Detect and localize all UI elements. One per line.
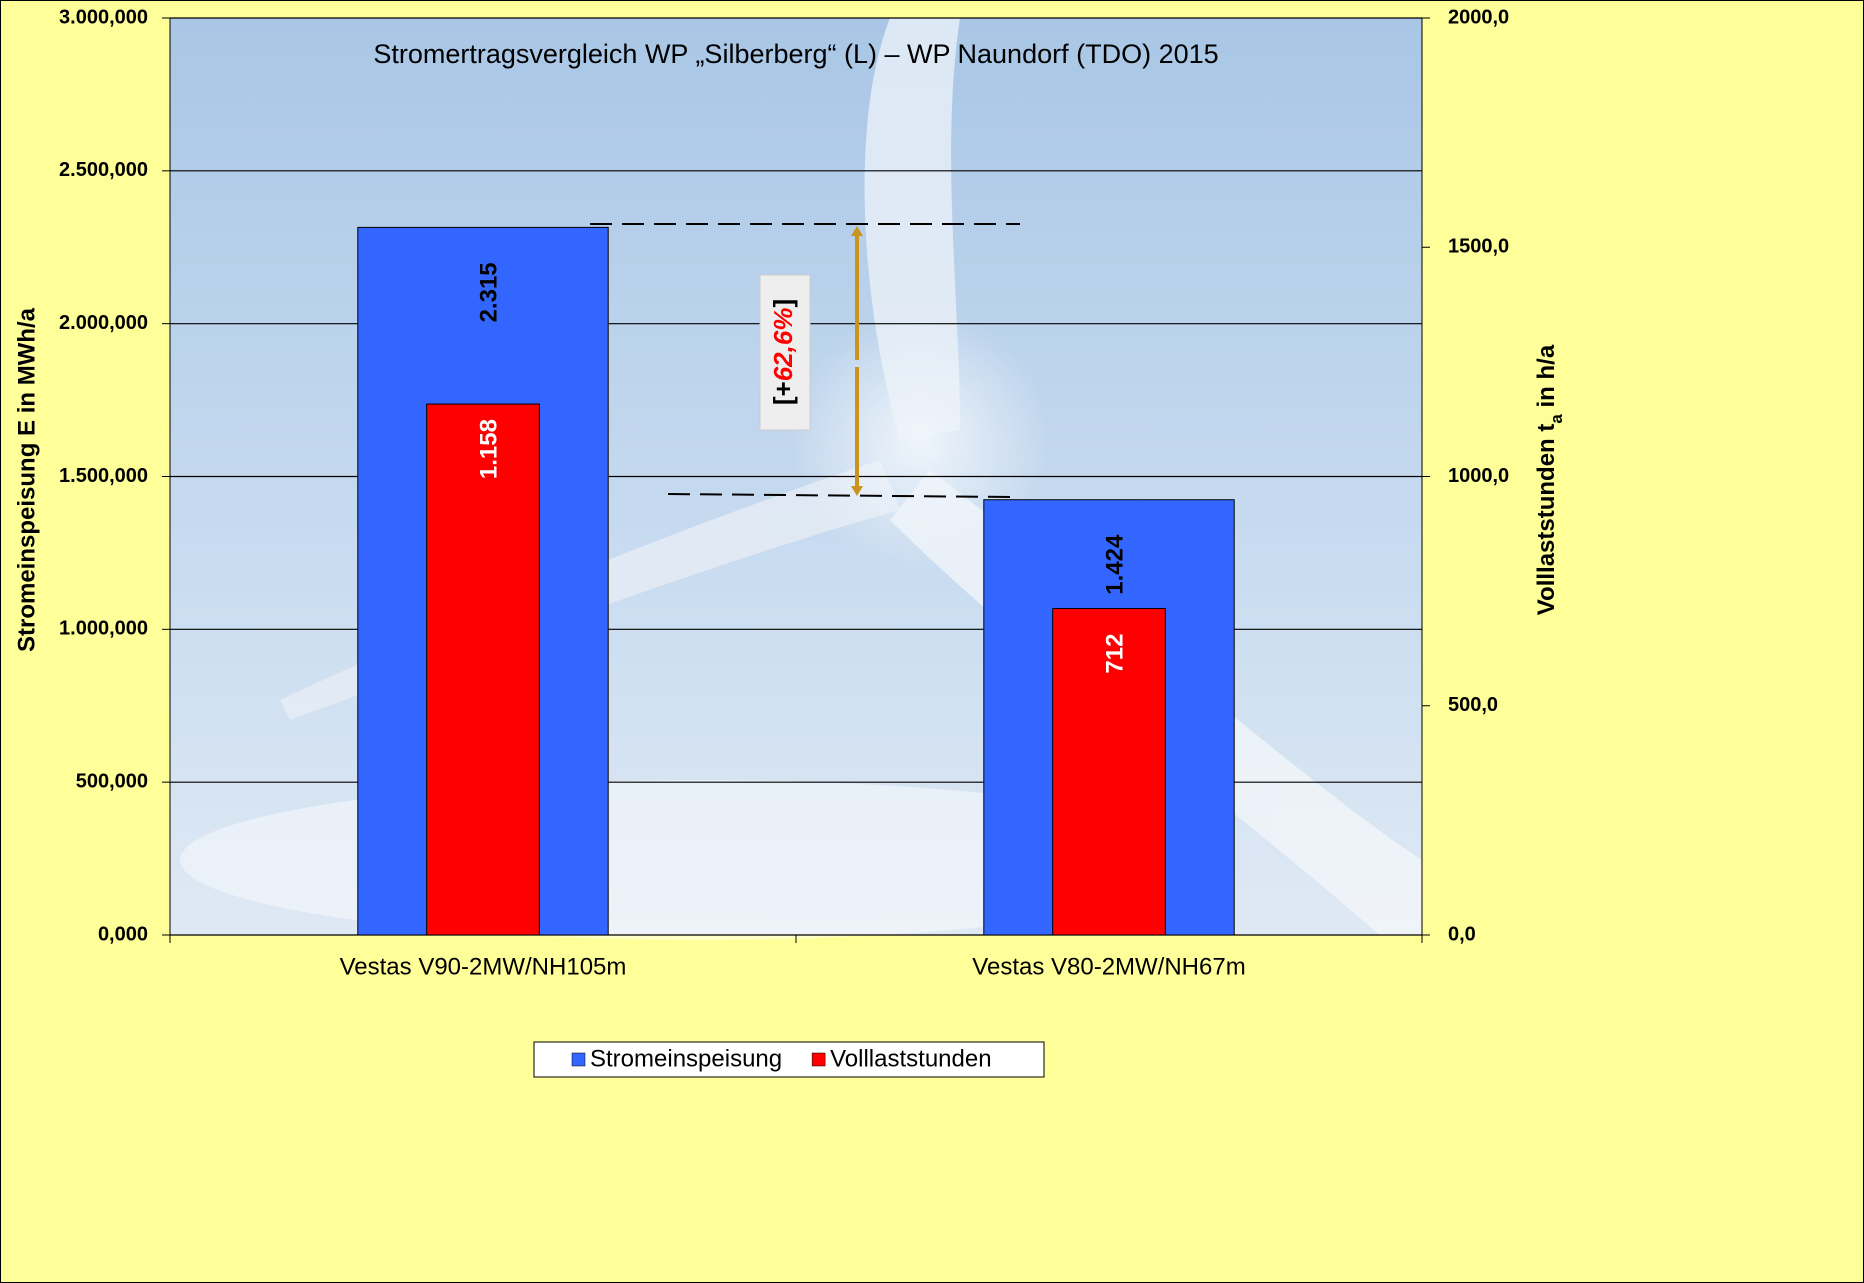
x-tick-label: Vestas V80-2MW/NH67m xyxy=(972,953,1245,980)
legend-label: Stromeinspeisung xyxy=(590,1045,782,1072)
y2-axis-title: Volllaststunden ta in h/a xyxy=(1533,344,1566,615)
legend: Stromeinspeisung Volllaststunden xyxy=(533,1041,1045,1078)
legend-swatch xyxy=(571,1052,586,1067)
y2-tick-label: 500,0 xyxy=(1448,694,1498,716)
y-tick-label: 1.500,000 xyxy=(59,465,148,487)
legend-swatch xyxy=(811,1052,826,1067)
y2-tick-label: 1000,0 xyxy=(1448,465,1509,487)
x-tick-label: Vestas V90-2MW/NH105m xyxy=(340,953,627,980)
y-tick-label: 0,000 xyxy=(98,923,148,945)
y2-axis-title-sub: a xyxy=(1547,414,1566,424)
annotation: [+62,6%] xyxy=(590,223,1020,498)
annotation-part: [+ xyxy=(768,381,798,405)
y-axis-title: Stromeinspeisung E in MWh/a xyxy=(13,307,40,652)
annotation-part: 62,6% xyxy=(768,308,798,382)
chart-title: Stromertragsvergleich WP „Silberberg“ (L… xyxy=(373,39,1218,69)
value-label: 2.315 xyxy=(475,262,502,322)
legend-box xyxy=(533,1041,1045,1078)
annotation-box xyxy=(759,274,811,431)
y-tick-label: 500,000 xyxy=(76,770,148,792)
y-tick-label: 2.500,000 xyxy=(59,159,148,181)
y-tick-label: 3.000,000 xyxy=(59,6,148,28)
annotation-part: ] xyxy=(768,299,798,308)
y2-tick-label: 0,0 xyxy=(1448,923,1476,945)
y-tick-label: 1.000,000 xyxy=(59,618,148,640)
legend-label: Volllaststunden xyxy=(830,1045,991,1072)
dashed-line xyxy=(667,493,1011,498)
value-label: 1.158 xyxy=(475,419,502,479)
value-label: 712 xyxy=(1101,634,1128,674)
y-tick-label: 2.000,000 xyxy=(59,312,148,334)
y2-axis-title-part: in h/a xyxy=(1533,344,1560,414)
value-label: 1.424 xyxy=(1101,534,1128,595)
y2-tick-label: 1500,0 xyxy=(1448,236,1509,258)
annotation-text: [+62,6%] xyxy=(768,299,798,405)
y2-axis-title-part: Volllaststunden t xyxy=(1533,424,1560,616)
y2-tick-label: 2000,0 xyxy=(1448,6,1509,28)
bar xyxy=(426,403,540,936)
bar xyxy=(1052,608,1166,936)
